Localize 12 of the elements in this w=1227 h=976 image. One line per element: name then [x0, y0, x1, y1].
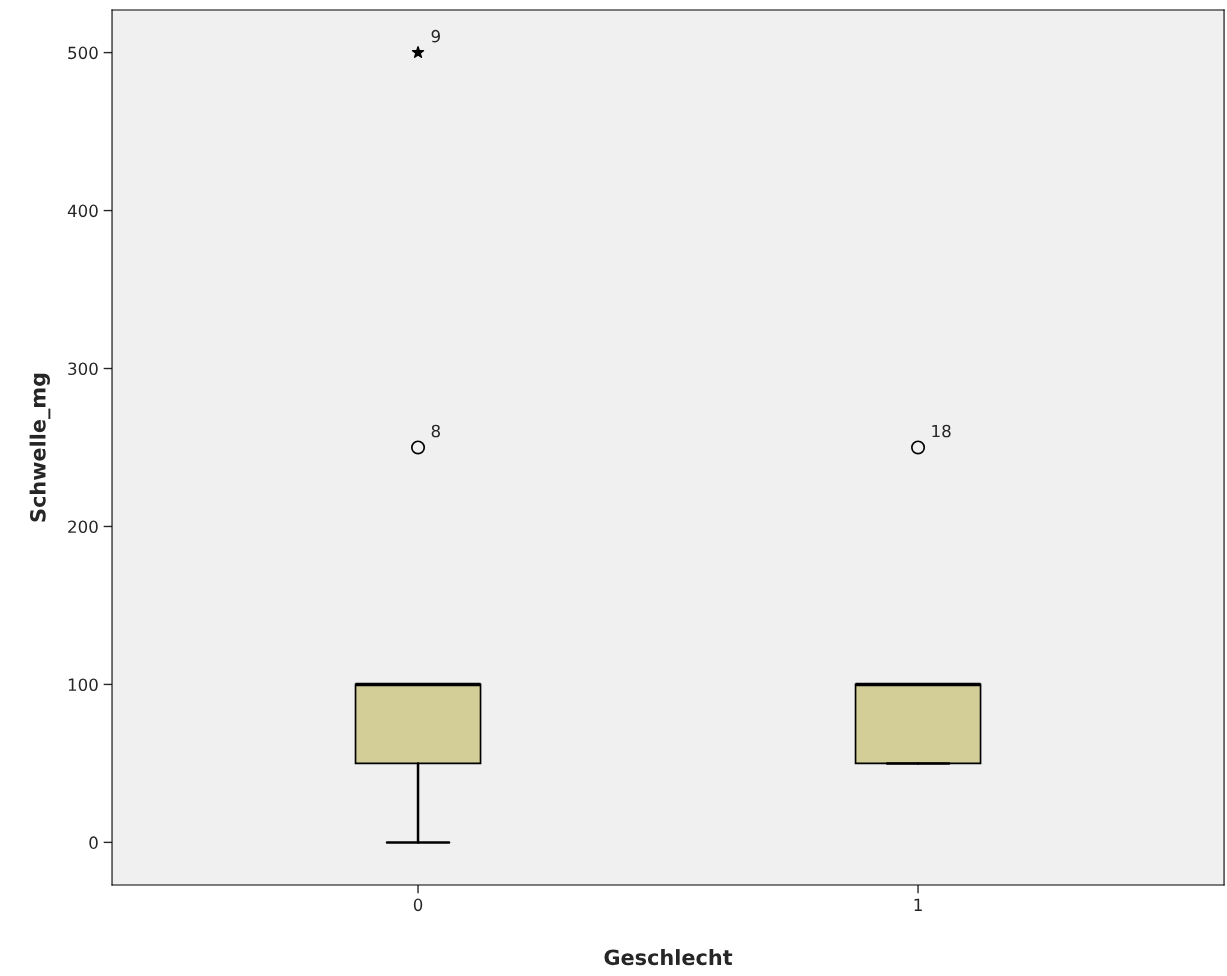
y-tick-label: 400 [67, 204, 98, 218]
y-axis-title: Schwelle_mg [29, 373, 51, 522]
x-tick-label: 1 [914, 898, 922, 911]
y-tick-label: 500 [68, 46, 98, 60]
annotation: 18 [932, 424, 951, 438]
y-tick-label: 100 [68, 678, 98, 691]
y-tick-label: 0 [89, 836, 98, 849]
x-axis-title: Geschlecht [604, 949, 733, 966]
y-tick-label: 200 [68, 520, 98, 534]
annotation: 9 [431, 29, 440, 43]
annotation: 8 [431, 424, 440, 438]
y-tick-label: 300 [68, 362, 98, 376]
